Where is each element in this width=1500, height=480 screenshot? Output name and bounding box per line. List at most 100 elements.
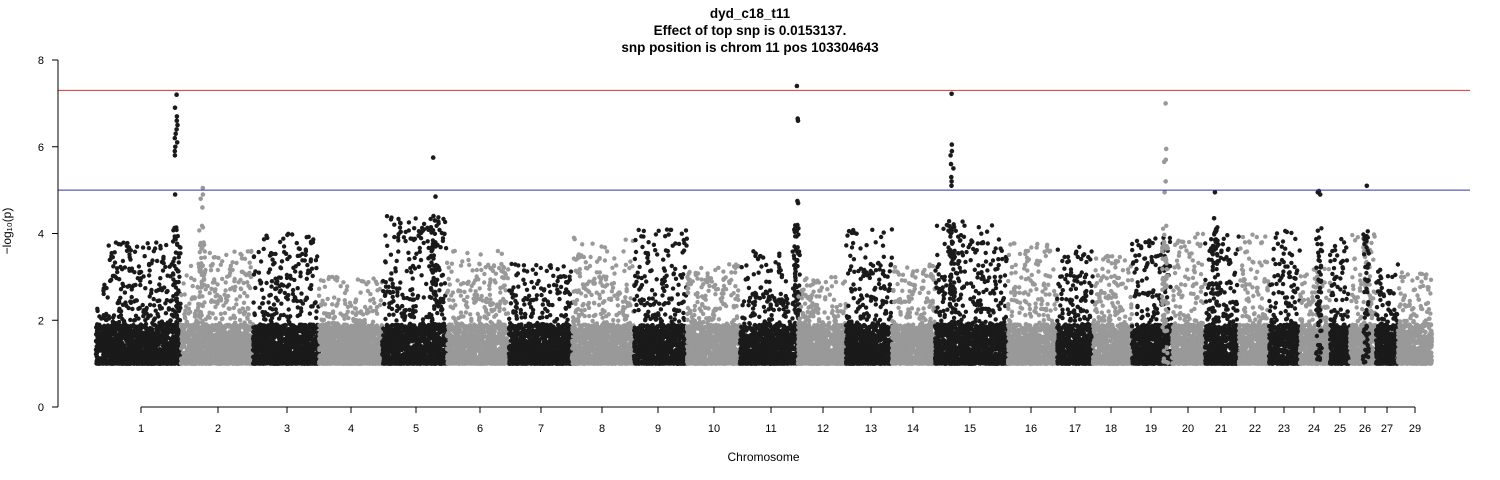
snp-point	[276, 316, 282, 321]
snp-point	[374, 311, 380, 316]
snp-point	[99, 316, 104, 321]
snp-point	[150, 258, 155, 263]
snp-point	[189, 325, 194, 330]
snp-point	[205, 324, 210, 329]
snp-point	[181, 342, 186, 347]
snp-point	[269, 315, 275, 321]
snp-point	[286, 315, 291, 320]
snp-point	[132, 270, 137, 275]
snp-point	[147, 280, 153, 285]
peak-snp-point	[172, 135, 178, 141]
snp-point	[251, 254, 257, 260]
snp-point	[143, 361, 148, 366]
snp-point	[131, 318, 137, 323]
snp-point	[292, 277, 297, 283]
snp-point	[172, 263, 177, 269]
snp-point	[161, 261, 166, 266]
snp-point	[342, 316, 347, 321]
snp-point	[246, 349, 251, 354]
snp-point	[238, 251, 243, 257]
snp-point	[110, 322, 115, 328]
snp-point	[286, 282, 292, 287]
snp-point	[220, 276, 225, 282]
snp-point	[245, 358, 250, 364]
snp-point	[237, 317, 243, 323]
snp-point	[279, 282, 284, 287]
snp-point	[362, 304, 368, 310]
snp-point	[247, 285, 253, 291]
snp-point	[181, 281, 186, 286]
snp-point	[115, 269, 120, 275]
snp-point	[113, 351, 118, 357]
snp-point	[230, 267, 235, 273]
snp-point	[257, 278, 263, 283]
peak-snp-point	[172, 192, 178, 197]
snp-point	[95, 338, 100, 343]
snp-point	[355, 277, 361, 282]
snp-point	[318, 302, 324, 307]
snp-point	[163, 311, 169, 316]
snp-point	[129, 358, 134, 363]
snp-point	[295, 253, 300, 259]
snp-point	[127, 252, 132, 257]
snp-point	[116, 332, 122, 338]
snp-point	[317, 286, 322, 291]
snp-point	[273, 295, 279, 300]
snp-point	[137, 305, 142, 311]
snp-point	[180, 323, 186, 328]
snp-point	[207, 290, 212, 296]
snp-point	[218, 311, 224, 316]
chart-title: dyd_c18_t11	[0, 6, 1500, 21]
snp-point	[304, 276, 309, 281]
snp-point	[112, 331, 118, 337]
snp-point	[232, 276, 237, 282]
snp-point	[138, 269, 144, 275]
snp-point	[338, 311, 343, 316]
snp-point	[140, 245, 146, 250]
snp-point	[94, 350, 99, 355]
peak-snp-point	[175, 122, 180, 128]
snp-point	[170, 307, 175, 312]
snp-point	[242, 290, 247, 296]
snp-point	[352, 318, 357, 324]
snp-point	[332, 295, 337, 300]
snp-point	[227, 329, 232, 334]
snp-point	[131, 339, 137, 344]
snp-point	[116, 298, 122, 303]
snp-point	[146, 273, 152, 278]
snp-point	[261, 237, 267, 242]
snp-point	[240, 269, 245, 274]
snp-point	[271, 350, 277, 355]
snp-point	[161, 254, 166, 260]
snp-point	[303, 249, 309, 254]
snp-point	[188, 263, 194, 269]
chromosome-3-points	[250, 231, 321, 366]
snp-point	[148, 359, 153, 364]
snp-point	[305, 342, 310, 347]
snp-point	[233, 284, 238, 289]
snp-point	[131, 354, 136, 359]
snp-point	[271, 358, 277, 363]
snp-point	[143, 286, 148, 291]
snp-point	[254, 359, 259, 365]
snp-point	[275, 322, 280, 328]
snp-point	[243, 328, 248, 334]
snp-point	[131, 332, 136, 337]
snp-point	[360, 312, 366, 317]
snp-point	[244, 272, 249, 278]
snp-point	[286, 231, 291, 236]
snp-point	[125, 329, 130, 334]
snp-point	[146, 245, 152, 251]
snp-point	[233, 328, 238, 333]
snp-point	[120, 281, 125, 286]
snp-point	[286, 307, 291, 312]
snp-point	[283, 323, 288, 328]
snp-point	[207, 250, 212, 256]
snp-point	[147, 268, 152, 273]
snp-point	[219, 357, 225, 362]
snp-point	[101, 286, 106, 291]
snp-point	[254, 327, 259, 333]
snp-point	[136, 348, 141, 354]
snp-point	[109, 347, 115, 353]
snp-point	[209, 299, 214, 304]
